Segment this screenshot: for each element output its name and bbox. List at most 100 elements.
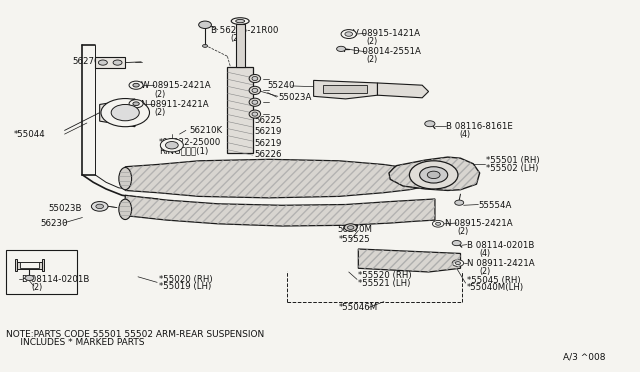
Circle shape xyxy=(92,202,108,211)
Polygon shape xyxy=(389,157,479,190)
Circle shape xyxy=(129,81,143,89)
Polygon shape xyxy=(15,259,17,271)
Text: *55020 (RH): *55020 (RH) xyxy=(159,275,212,284)
Ellipse shape xyxy=(252,88,258,92)
Text: 55240: 55240 xyxy=(268,81,295,90)
Text: B 08116-8161E: B 08116-8161E xyxy=(447,122,513,131)
Circle shape xyxy=(161,138,183,152)
Circle shape xyxy=(348,226,354,230)
Text: *55501 (RH): *55501 (RH) xyxy=(486,156,540,165)
Text: N 08915-2421A: N 08915-2421A xyxy=(445,219,512,228)
Text: (2): (2) xyxy=(230,34,242,43)
Text: INCLUDES * MARKED PARTS: INCLUDES * MARKED PARTS xyxy=(6,338,144,347)
Circle shape xyxy=(420,167,448,183)
Polygon shape xyxy=(17,262,42,269)
Polygon shape xyxy=(42,259,44,271)
Text: *55520 (RH): *55520 (RH) xyxy=(358,271,412,280)
Polygon shape xyxy=(236,24,244,67)
Text: (2): (2) xyxy=(366,37,377,46)
Circle shape xyxy=(202,44,207,47)
Text: (2): (2) xyxy=(479,267,491,276)
Ellipse shape xyxy=(252,100,258,104)
Text: (2): (2) xyxy=(366,55,377,64)
Text: *55502 (LH): *55502 (LH) xyxy=(486,164,538,173)
Circle shape xyxy=(425,121,435,127)
Text: (4): (4) xyxy=(460,130,470,140)
Circle shape xyxy=(345,32,353,36)
Text: *55019 (LH): *55019 (LH) xyxy=(159,282,211,291)
Ellipse shape xyxy=(249,74,260,83)
Circle shape xyxy=(133,102,140,106)
Ellipse shape xyxy=(249,110,260,118)
Polygon shape xyxy=(227,67,253,153)
Text: 55023A: 55023A xyxy=(278,93,312,102)
Polygon shape xyxy=(358,249,461,272)
Text: N 08911-2421A: N 08911-2421A xyxy=(467,259,534,268)
Polygon shape xyxy=(125,159,428,198)
Text: NOTE:PARTS CODE 55501 55502 ARM-REAR SUSPENSION: NOTE:PARTS CODE 55501 55502 ARM-REAR SUS… xyxy=(6,330,264,339)
Text: V 08915-1421A: V 08915-1421A xyxy=(353,29,420,38)
Circle shape xyxy=(452,260,464,266)
Ellipse shape xyxy=(252,112,258,116)
Text: RINGリング(1): RINGリング(1) xyxy=(159,146,209,155)
Bar xyxy=(323,85,367,93)
Circle shape xyxy=(113,60,122,65)
Ellipse shape xyxy=(249,98,260,106)
Text: *55045 (RH): *55045 (RH) xyxy=(467,276,520,285)
Text: 56230: 56230 xyxy=(40,219,68,228)
Text: *55525: *55525 xyxy=(339,235,371,244)
Polygon shape xyxy=(95,57,125,68)
Text: B 08114-0201B: B 08114-0201B xyxy=(22,275,89,284)
Polygon shape xyxy=(100,99,141,127)
Circle shape xyxy=(101,99,150,127)
Circle shape xyxy=(452,240,461,246)
Bar xyxy=(20,262,39,268)
Circle shape xyxy=(344,224,357,231)
Text: (4): (4) xyxy=(479,249,491,258)
Text: B 56285-21R00: B 56285-21R00 xyxy=(211,26,279,35)
Text: 56270M: 56270M xyxy=(338,225,373,234)
Circle shape xyxy=(99,60,108,65)
Polygon shape xyxy=(314,80,378,99)
Circle shape xyxy=(198,21,211,29)
Ellipse shape xyxy=(231,18,249,25)
Text: 55023B: 55023B xyxy=(49,204,82,213)
Text: *55521 (LH): *55521 (LH) xyxy=(358,279,411,288)
Text: (2): (2) xyxy=(31,283,43,292)
Text: *55040M(LH): *55040M(LH) xyxy=(467,283,524,292)
Text: N 08911-2421A: N 08911-2421A xyxy=(141,100,209,109)
Text: 56270M: 56270M xyxy=(72,57,108,66)
Circle shape xyxy=(337,46,346,51)
Ellipse shape xyxy=(249,86,260,94)
Text: *55046M: *55046M xyxy=(339,303,378,312)
Text: 55554A: 55554A xyxy=(478,201,512,210)
Text: 56219: 56219 xyxy=(255,127,282,137)
Polygon shape xyxy=(378,83,429,98)
Text: (2): (2) xyxy=(154,90,165,99)
Circle shape xyxy=(133,83,140,87)
Circle shape xyxy=(166,141,178,149)
Text: (2): (2) xyxy=(458,227,468,237)
Ellipse shape xyxy=(119,167,132,190)
Ellipse shape xyxy=(119,199,132,219)
Text: 56219: 56219 xyxy=(255,138,282,148)
Circle shape xyxy=(456,262,461,264)
Text: B 08114-0201B: B 08114-0201B xyxy=(467,241,534,250)
Text: *00922-25000: *00922-25000 xyxy=(159,138,221,147)
Text: 56225: 56225 xyxy=(255,116,282,125)
Polygon shape xyxy=(125,195,435,226)
Circle shape xyxy=(436,222,441,225)
Circle shape xyxy=(111,105,140,121)
Circle shape xyxy=(25,275,34,280)
Text: 56210K: 56210K xyxy=(189,126,222,135)
Circle shape xyxy=(96,204,104,209)
Ellipse shape xyxy=(252,77,258,81)
Text: (2): (2) xyxy=(154,108,165,117)
Circle shape xyxy=(341,30,356,38)
Circle shape xyxy=(428,171,440,179)
Text: A/3 ^008: A/3 ^008 xyxy=(563,353,605,362)
Circle shape xyxy=(455,200,464,205)
Bar xyxy=(6,250,77,294)
Circle shape xyxy=(433,221,444,227)
Ellipse shape xyxy=(236,19,244,23)
